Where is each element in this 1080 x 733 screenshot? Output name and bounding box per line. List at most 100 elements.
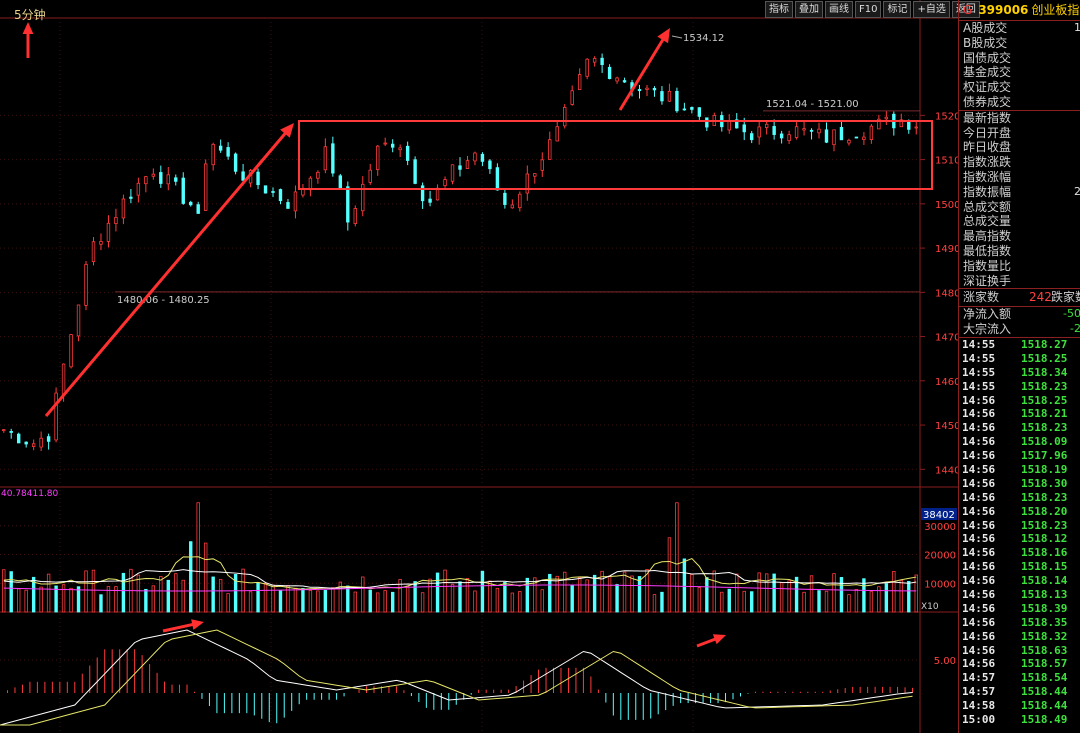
tick-row[interactable]: 14:56 1518.23 [959, 519, 1080, 533]
volume-bar [293, 587, 298, 613]
candle-body [159, 172, 163, 184]
tick-row[interactable]: 14:56 1518.32 [959, 630, 1080, 644]
tick-row[interactable]: 14:55 1518.27 [959, 338, 1080, 352]
tick-row[interactable]: 14:56 1518.21 [959, 407, 1080, 421]
tick-row[interactable]: 15:00 1518.49 [959, 713, 1080, 727]
candle-body [847, 139, 851, 144]
candle-body [428, 198, 432, 203]
candle-body [899, 119, 904, 128]
tick-row[interactable]: 14:56 1518.63 [959, 644, 1080, 658]
tick-row[interactable]: 14:55 1518.23 [959, 380, 1080, 394]
tick-price: 1518.35 [1021, 615, 1068, 629]
candle-body [331, 143, 335, 174]
tick-row[interactable]: 14:56 1518.19 [959, 463, 1080, 477]
volume-current-box [921, 508, 957, 520]
candle-body [181, 177, 185, 204]
candle-body [824, 129, 829, 143]
volume-bar [383, 590, 387, 613]
high-leader [671, 35, 683, 39]
tick-row[interactable]: 14:56 1518.16 [959, 546, 1080, 560]
market-stat-value: 1 [1074, 21, 1080, 36]
volume-bar [136, 574, 141, 613]
volume-bar [690, 574, 694, 613]
tick-row[interactable]: 14:57 1518.44 [959, 685, 1080, 699]
tick-row[interactable]: 14:56 1518.57 [959, 657, 1080, 671]
volume-bar [76, 586, 81, 613]
volume-bar [854, 589, 859, 613]
candle-body [690, 107, 694, 110]
candle-body [660, 91, 664, 102]
tick-row[interactable]: 14:56 1518.25 [959, 394, 1080, 408]
tick-price: 1518.23 [1021, 518, 1068, 532]
index-code[interactable]: 399006 [978, 3, 1029, 17]
candle-body [263, 185, 268, 194]
candle-body [675, 90, 679, 112]
index-stat-label: 今日开盘 [963, 125, 1012, 140]
up-count-value: 242 [1029, 290, 1052, 305]
tick-row[interactable]: 14:55 1518.25 [959, 352, 1080, 366]
volume-bar [84, 570, 88, 613]
toolbar-button-0[interactable]: 指标 [765, 1, 793, 18]
volume-bar [750, 591, 754, 613]
tick-row[interactable]: 14:56 1518.39 [959, 602, 1080, 616]
tick-row[interactable]: 14:55 1518.34 [959, 366, 1080, 380]
tick-row[interactable]: 14:56 1518.23 [959, 421, 1080, 435]
tick-row[interactable]: 14:58 1518.44 [959, 699, 1080, 713]
tick-time: 14:56 [962, 407, 996, 421]
tick-row[interactable]: 14:56 1518.23 [959, 491, 1080, 505]
candle-body [316, 171, 320, 179]
index-stat-row: 总成交量 [959, 214, 1080, 229]
candle-body [323, 146, 328, 171]
candle-body [615, 77, 619, 82]
tick-row[interactable]: 14:56 1518.20 [959, 505, 1080, 519]
tick-list[interactable]: 14:55 1518.27 14:55 1518.25 14:55 1518.34 14:5… [959, 338, 1080, 727]
index-stat-label: 最高指数 [963, 229, 1012, 244]
candle-body [742, 124, 746, 133]
toolbar-button-4[interactable]: 标记 [883, 1, 912, 18]
volume-bar [540, 589, 544, 613]
volume-bar [600, 570, 604, 613]
toolbar-button-5[interactable]: +自选 [913, 1, 950, 18]
kline-chart-canvas[interactable]: 1520 1510 1500 1490 1480 1470 1460 1450 1440 1534… [0, 0, 958, 733]
candle-body [787, 134, 791, 142]
period-label[interactable]: 5分钟 [14, 8, 46, 22]
tick-row[interactable]: 14:56 1518.15 [959, 560, 1080, 574]
candle-body [114, 216, 118, 224]
candle-body [779, 133, 784, 139]
candle-body [510, 204, 515, 209]
candle-body [458, 165, 462, 170]
volume-current-label: 38402 [923, 510, 955, 521]
toolbar-button-1[interactable]: 叠加 [795, 1, 823, 18]
market-stat-row: 基金成交 [959, 65, 1080, 80]
kline-chart-area[interactable]: 1520 1510 1500 1490 1480 1470 1460 1450 1440 1534… [0, 0, 980, 733]
volume-bar [764, 573, 769, 613]
tick-row[interactable]: 14:56 1518.13 [959, 588, 1080, 602]
tick-time: 14:56 [962, 462, 996, 476]
market-stat-label: 权证成交 [963, 80, 1012, 95]
candle-body [809, 129, 814, 132]
tick-row[interactable]: 14:56 1518.35 [959, 616, 1080, 630]
candle-body [376, 145, 380, 171]
tick-row[interactable]: 14:56 1518.30 [959, 477, 1080, 491]
macd-axis-label: 5.00 [934, 656, 956, 667]
tick-row[interactable]: 14:56 1518.09 [959, 435, 1080, 449]
candle-body [293, 191, 298, 212]
tick-row[interactable]: 14:56 1518.14 [959, 574, 1080, 588]
up-count-label: 涨家数 [963, 290, 1000, 305]
candle-body [503, 192, 507, 205]
market-stat-row: 债券成交 [959, 95, 1080, 110]
toolbar-button-2[interactable]: 画线 [825, 1, 853, 18]
volume-bar [757, 572, 761, 613]
volume-bar [622, 571, 627, 613]
toolbar-button-3[interactable]: F10 [855, 1, 882, 18]
market-stat-label: 国债成交 [963, 50, 1012, 65]
volume-bar [787, 580, 791, 613]
tick-row[interactable]: 14:56 1517.96 [959, 449, 1080, 463]
candle-body [585, 58, 589, 77]
candle-body [750, 133, 754, 141]
candle-body [533, 173, 537, 177]
candle-body [667, 90, 672, 102]
tick-row[interactable]: 14:56 1518.12 [959, 532, 1080, 546]
index-name[interactable]: 创业板指 [1031, 3, 1080, 17]
tick-row[interactable]: 14:57 1518.54 [959, 671, 1080, 685]
